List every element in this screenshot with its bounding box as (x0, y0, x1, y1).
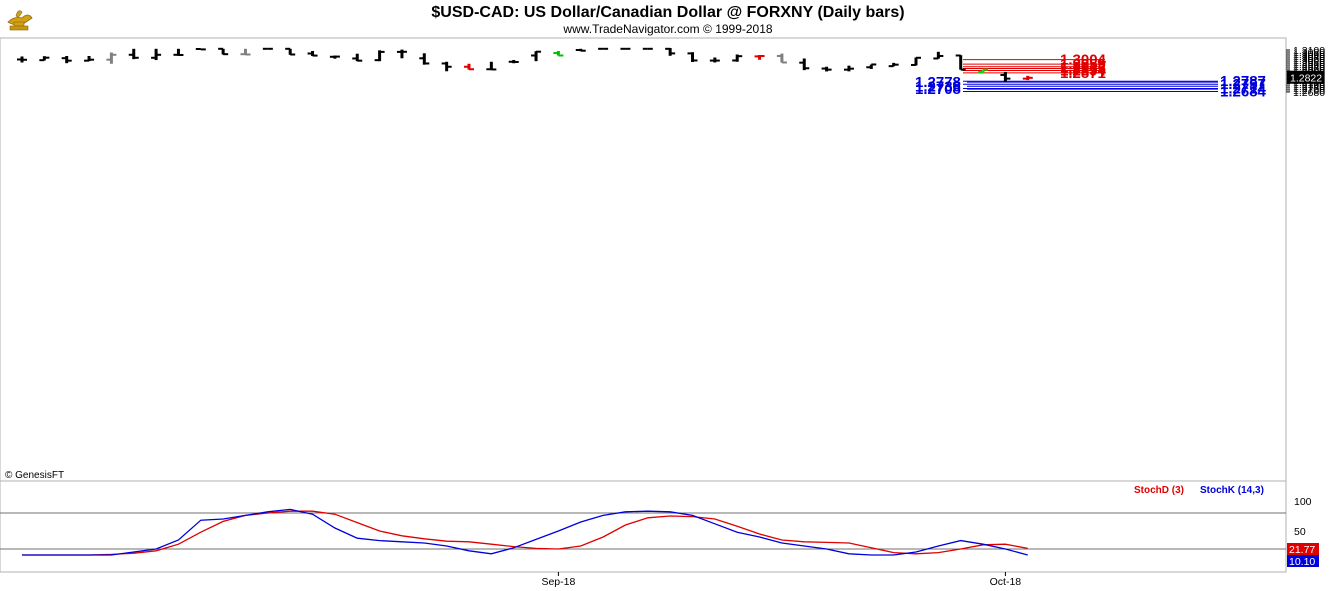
stoch-series-line (22, 508, 1028, 556)
level-label: 1.2778 (915, 74, 961, 91)
ohlc-bar (709, 57, 720, 63)
ohlc-bar (687, 52, 698, 62)
price-tick-label: 1.2700 (1293, 85, 1325, 97)
stoch-tick-label: 50 (1294, 526, 1306, 538)
ohlc-bar (84, 55, 95, 62)
last-price-label: 1.2822 (1290, 73, 1322, 85)
ohlc-bar (955, 54, 966, 71)
price-tick-label: 1.2740 (1293, 81, 1325, 93)
ohlc-bar (396, 49, 407, 59)
ohlc-bar (486, 61, 497, 71)
stoch-tick-label: 100 (1294, 496, 1312, 508)
ohlc-bar (106, 52, 117, 64)
ohlc-bar (843, 65, 854, 72)
ohlc-bar (441, 61, 452, 72)
level-label: 1.2736 (915, 78, 961, 95)
ohlc-bar (218, 47, 229, 56)
price-tick-label: 1.3020 (1293, 53, 1325, 65)
price-tick-label: 1.3060 (1293, 49, 1325, 61)
stoch-last-label: 21.77 (1289, 544, 1315, 556)
ohlc-bar (978, 68, 989, 73)
date-tick-label: Oct-18 (990, 576, 1022, 588)
stochastic-axis: 100 50 (0, 496, 1312, 550)
level-label: 1.2932 (1060, 59, 1106, 76)
ohlc-bar (866, 63, 877, 69)
ohlc-bar (195, 48, 206, 51)
price-bars (17, 47, 1033, 82)
stoch-last-label: 10.10 (1289, 556, 1315, 568)
ohlc-bar (352, 53, 363, 62)
ohlc-bar (553, 50, 564, 57)
ohlc-bar (888, 62, 899, 68)
chart-title: $USD-CAD: US Dollar/Canadian Dollar @ FO… (431, 4, 904, 21)
ohlc-bar (821, 66, 832, 72)
ohlc-bar (307, 50, 318, 57)
price-tick-label: 1.2720 (1293, 83, 1325, 95)
ohlc-bar (151, 48, 162, 61)
date-axis: Sep-18 Oct-18 (541, 572, 1021, 588)
stoch-legend-d: StochD (3) (1134, 485, 1184, 496)
ohlc-bar (285, 47, 296, 56)
ohlc-bar (933, 51, 944, 60)
ohlc-bar (508, 59, 519, 64)
level-label: 1.2787 (1220, 73, 1266, 90)
level-label: 1.2684 (1220, 83, 1267, 100)
price-tick-label: 1.2960 (1293, 59, 1325, 71)
watermark: © GenesisFT (5, 470, 64, 481)
ohlc-bar (665, 47, 676, 56)
ohlc-bar (732, 54, 743, 62)
stoch-series-line (22, 510, 1028, 556)
level-label: 1.2757 (1220, 76, 1266, 93)
ohlc-bar (39, 56, 50, 62)
price-tick-label: 1.2940 (1293, 61, 1325, 73)
price-tick-label: 1.3080 (1293, 47, 1325, 59)
ohlc-bar (173, 48, 184, 56)
ohlc-bar (61, 55, 72, 64)
level-label: 1.2714 (1220, 81, 1267, 98)
ohlc-bar (374, 50, 385, 62)
ohlc-bar (419, 53, 430, 65)
genie-lamp-logo-icon (7, 10, 33, 31)
stochastic-pane-border (0, 480, 1287, 573)
ohlc-bar (776, 53, 787, 64)
ohlc-bar (17, 56, 27, 63)
ohlc-bar (911, 56, 921, 66)
price-tick-label: 1.3100 (1293, 45, 1325, 57)
price-tick-label: 1.3040 (1293, 51, 1325, 63)
ohlc-bar (799, 58, 810, 71)
stoch-last-box (1287, 543, 1319, 555)
level-label: 1.2871 (1060, 65, 1106, 82)
ohlc-bar (1000, 71, 1011, 82)
stochastic-legend: StochD (3) StochK (14,3) (1134, 485, 1264, 496)
chart-subtitle: www.TradeNavigator.com © 1999-2018 (562, 22, 772, 36)
stoch-last-box (1287, 555, 1319, 567)
ohlc-bar (464, 63, 474, 71)
level-label: 1.2894 (1060, 63, 1107, 80)
ohlc-bar (575, 48, 586, 52)
level-label: 1.2708 (915, 81, 961, 98)
price-tick-label: 1.2680 (1293, 87, 1325, 99)
ohlc-bar (240, 48, 251, 56)
price-tick-label: 1.2980 (1293, 57, 1325, 69)
ohlc-bar (128, 48, 139, 60)
ohlc-bar (754, 54, 765, 60)
date-tick-label: Sep-18 (541, 576, 575, 588)
ohlc-bar (1022, 75, 1033, 81)
ohlc-bar (329, 55, 340, 59)
price-tick-label: 1.3000 (1293, 55, 1325, 67)
last-price-marker: 1.2822 (1287, 70, 1324, 85)
last-price-box (1287, 70, 1324, 84)
price-pane: 1.31001.30801.30601.30401.30201.30001.29… (0, 37, 1325, 482)
stoch-legend-k: StochK (14,3) (1200, 485, 1264, 496)
ohlc-bar (531, 50, 542, 62)
